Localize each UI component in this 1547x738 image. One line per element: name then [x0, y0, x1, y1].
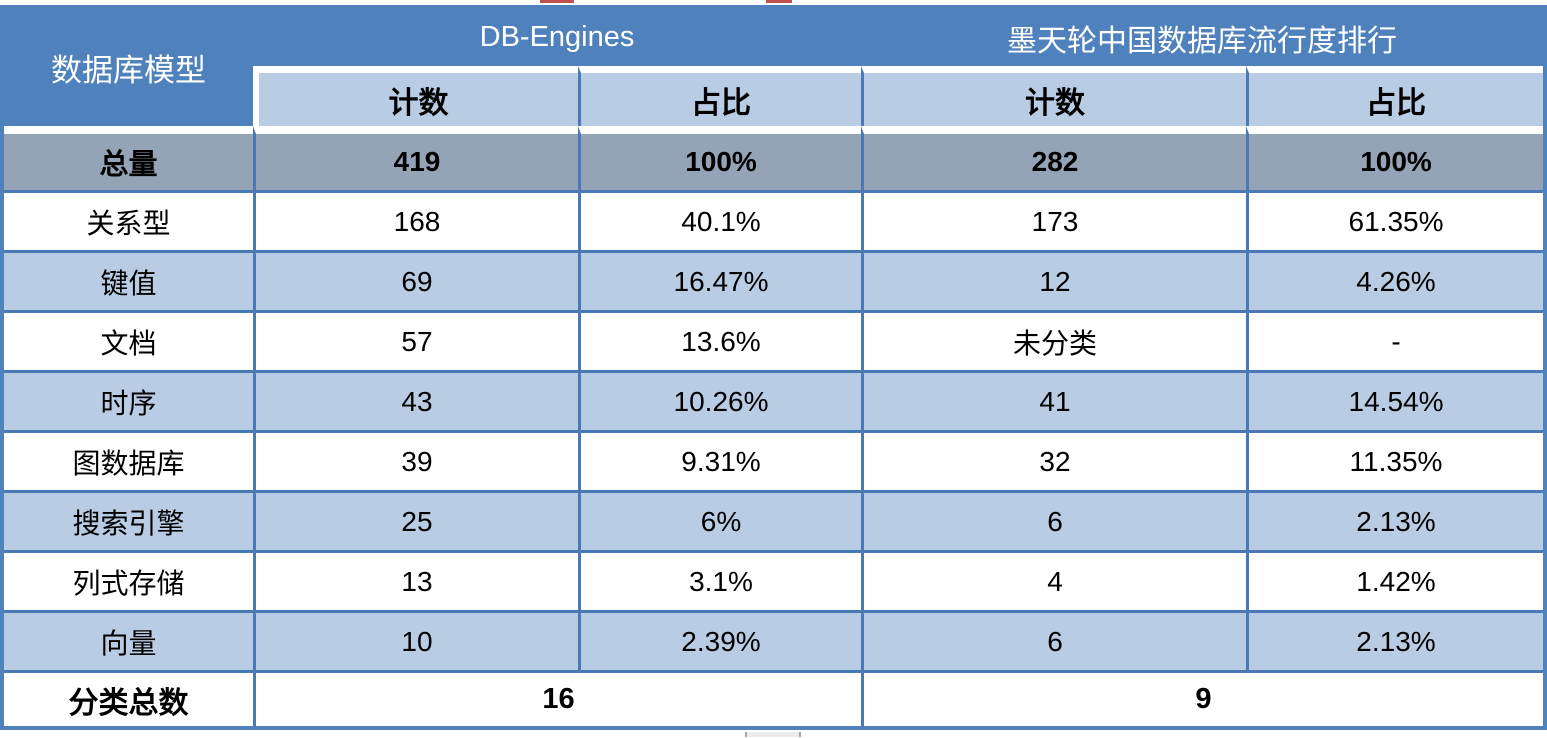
subheader-row: 计数 占比 计数 占比: [4, 66, 1543, 126]
top-crop-artifact-red-dash: [766, 0, 792, 3]
cell: 32: [861, 430, 1246, 490]
table-row: 时序 43 10.26% 41 14.54%: [4, 370, 1543, 430]
cell: 10: [253, 610, 578, 670]
row-label: 总量: [4, 126, 253, 190]
row-label: 图数据库: [4, 430, 253, 490]
cell: 4.26%: [1246, 250, 1543, 310]
cell: 9.31%: [578, 430, 861, 490]
table-row: 键值 69 16.47% 12 4.26%: [4, 250, 1543, 310]
corner-header: 数据库模型: [4, 9, 253, 126]
cell: 69: [253, 250, 578, 310]
database-model-comparison-table: 数据库模型 DB-Engines 墨天轮中国数据库流行度排行 计数 占比 计数 …: [0, 5, 1547, 730]
cell: 4: [861, 550, 1246, 610]
row-label: 列式存储: [4, 550, 253, 610]
footer-cell-modb-total: 9: [861, 670, 1543, 726]
cell: 282: [861, 126, 1246, 190]
cell: 10.26%: [578, 370, 861, 430]
cell: 3.1%: [578, 550, 861, 610]
table-row: 关系型 168 40.1% 173 61.35%: [4, 190, 1543, 250]
group-header-db-engines: DB-Engines: [253, 9, 861, 66]
cell: 6: [861, 490, 1246, 550]
cell: 2.13%: [1246, 610, 1543, 670]
row-label: 关系型: [4, 190, 253, 250]
table-row: 搜索引擎 25 6% 6 2.13%: [4, 490, 1543, 550]
cell: 2.13%: [1246, 490, 1543, 550]
cell: -: [1246, 310, 1543, 370]
cell: 39: [253, 430, 578, 490]
cell: 25: [253, 490, 578, 550]
total-row: 总量 419 100% 282 100%: [4, 126, 1543, 190]
subheader-share-1: 占比: [578, 66, 861, 126]
subheader-count-1: 计数: [253, 66, 578, 126]
cell: 168: [253, 190, 578, 250]
cell: 13: [253, 550, 578, 610]
subheader-count-2: 计数: [861, 66, 1246, 126]
row-label: 向量: [4, 610, 253, 670]
table-row: 列式存储 13 3.1% 4 1.42%: [4, 550, 1543, 610]
cell: 61.35%: [1246, 190, 1543, 250]
cell: 100%: [1246, 126, 1543, 190]
table-row: 向量 10 2.39% 6 2.13%: [4, 610, 1543, 670]
cell: 未分类: [861, 310, 1246, 370]
footer-cell-db-engines-total: 16: [253, 670, 861, 726]
cell: 2.39%: [578, 610, 861, 670]
cell: 41: [861, 370, 1246, 430]
table-row: 文档 57 13.6% 未分类 -: [4, 310, 1543, 370]
cell: 6: [861, 610, 1246, 670]
row-label: 时序: [4, 370, 253, 430]
row-label: 分类总数: [4, 670, 253, 726]
cell: 40.1%: [578, 190, 861, 250]
group-header-modb: 墨天轮中国数据库流行度排行: [861, 9, 1543, 66]
row-label: 文档: [4, 310, 253, 370]
cell: 14.54%: [1246, 370, 1543, 430]
cell: 173: [861, 190, 1246, 250]
table-row: 图数据库 39 9.31% 32 11.35%: [4, 430, 1543, 490]
cell: 57: [253, 310, 578, 370]
footer-row: 分类总数 16 9: [4, 670, 1543, 726]
row-label: 搜索引擎: [4, 490, 253, 550]
cell: 13.6%: [578, 310, 861, 370]
header-row: 数据库模型 DB-Engines 墨天轮中国数据库流行度排行: [4, 9, 1543, 126]
cell: 11.35%: [1246, 430, 1543, 490]
bottom-scrollbar-artifact: [745, 732, 801, 737]
row-label: 键值: [4, 250, 253, 310]
cell: 43: [253, 370, 578, 430]
top-crop-artifact-red-dash: [540, 0, 574, 3]
cell: 1.42%: [1246, 550, 1543, 610]
cell: 100%: [578, 126, 861, 190]
cell: 12: [861, 250, 1246, 310]
cell: 16.47%: [578, 250, 861, 310]
subheader-share-2: 占比: [1246, 66, 1543, 126]
cell: 419: [253, 126, 578, 190]
cell: 6%: [578, 490, 861, 550]
